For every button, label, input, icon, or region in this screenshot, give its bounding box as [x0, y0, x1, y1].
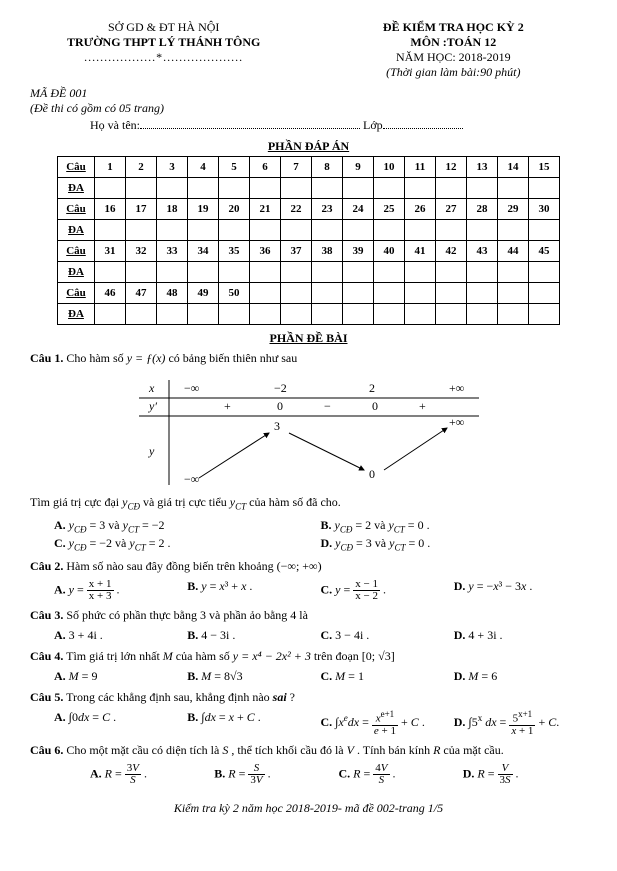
x-2: 2	[369, 381, 375, 395]
footer: Kiểm tra kỳ 2 năm học 2018-2019- mã đề 0…	[30, 801, 587, 816]
q1-text: Cho hàm số y = ƒ(x) có bảng biến thiên n…	[66, 351, 297, 365]
svg-text:0: 0	[372, 399, 378, 413]
q3-options: A. 3 + 4i . B. 4 − 3i . C. 3 − 4i . D. 4…	[54, 627, 587, 644]
q4-options: A. M = 9 B. M = 8√3 C. M = 1 D. M = 6	[54, 668, 587, 685]
svg-text:y′: y′	[148, 399, 157, 413]
exam-code: MÃ ĐỀ 001	[30, 86, 587, 101]
question-1: Câu 1. Cho hàm số y = ƒ(x) có bảng biến …	[30, 350, 587, 366]
header-right: ĐỀ KIỂM TRA HỌC KỲ 2 MÔN :TOÁN 12 NĂM HỌ…	[320, 20, 587, 80]
name-field[interactable]	[140, 118, 360, 129]
answer-table: Câu123456789101112131415ĐACâu16171819202…	[57, 156, 560, 325]
name-row: Họ và tên: Lớp	[90, 118, 587, 133]
question-5: Câu 5. Trong các khẳng định sau, khẳng đ…	[30, 689, 587, 705]
year: NĂM HỌC: 2018-2019	[320, 50, 587, 65]
header: SỞ GD & ĐT HÀ NỘI TRƯỜNG THPT LÝ THÁNH T…	[30, 20, 587, 80]
class-field[interactable]	[383, 118, 463, 129]
question-2: Câu 2. Hàm số nào sau đây đồng biến trên…	[30, 558, 587, 574]
answers-title: PHẦN ĐÁP ÁN	[30, 139, 587, 154]
school: TRƯỜNG THPT LÝ THÁNH TÔNG	[30, 35, 297, 50]
svg-text:−∞: −∞	[184, 472, 199, 486]
name-label: Họ và tên:	[90, 118, 140, 132]
header-left: SỞ GD & ĐT HÀ NỘI TRƯỜNG THPT LÝ THÁNH T…	[30, 20, 297, 80]
question-3: Câu 3. Số phức có phần thực bằng 3 và ph…	[30, 607, 587, 623]
dept: SỞ GD & ĐT HÀ NỘI	[30, 20, 297, 35]
page-count: (Đề thi có gồm có 05 trang)	[30, 101, 587, 116]
variation-chart: x y′ y −∞ −2 2 +∞ + 0 − 0 + 3 +∞ −∞ 0	[129, 370, 489, 490]
separator: ..................*....................	[30, 50, 297, 65]
x-minf: −∞	[184, 381, 199, 395]
subject: MÔN :TOÁN 12	[320, 35, 587, 50]
time: (Thời gian làm bài:90 phút)	[320, 65, 587, 80]
x-m2: −2	[274, 381, 287, 395]
svg-text:+: +	[224, 399, 231, 413]
svg-text:y: y	[148, 444, 155, 458]
svg-text:+: +	[419, 399, 426, 413]
q1-options: A. yCĐ = 3 và yCT = −2 B. yCĐ = 2 và yCT…	[54, 517, 587, 554]
question-6: Câu 6. Cho một mặt cầu có diện tích là S…	[30, 742, 587, 758]
question-4: Câu 4. Tìm giá trị lớn nhất M của hàm số…	[30, 648, 587, 664]
q1-prompt: Câu 1.	[30, 351, 63, 365]
svg-text:0: 0	[277, 399, 283, 413]
svg-text:x: x	[148, 381, 155, 395]
q6-options: A. R = 3VS . B. R = S3V . C. R = 4VS . D…	[90, 762, 587, 787]
svg-text:−: −	[324, 399, 331, 413]
svg-text:+∞: +∞	[449, 415, 464, 429]
svg-text:3: 3	[274, 419, 280, 433]
x-pinf: +∞	[449, 381, 464, 395]
exam-title: ĐỀ KIỂM TRA HỌC KỲ 2	[320, 20, 587, 35]
q5-options: A. ∫0dx = C . B. ∫dx = x + C . C. ∫xedx …	[54, 709, 587, 738]
svg-text:0: 0	[369, 467, 375, 481]
class-label: Lớp	[363, 118, 383, 132]
q1-ask: Tìm giá trị cực đại yCĐ và giá trị cực t…	[30, 494, 587, 513]
q2-options: A. y = x + 1x + 3 . B. y = x³ + x . C. y…	[54, 578, 587, 603]
questions-title: PHẦN ĐỀ BÀI	[30, 331, 587, 346]
